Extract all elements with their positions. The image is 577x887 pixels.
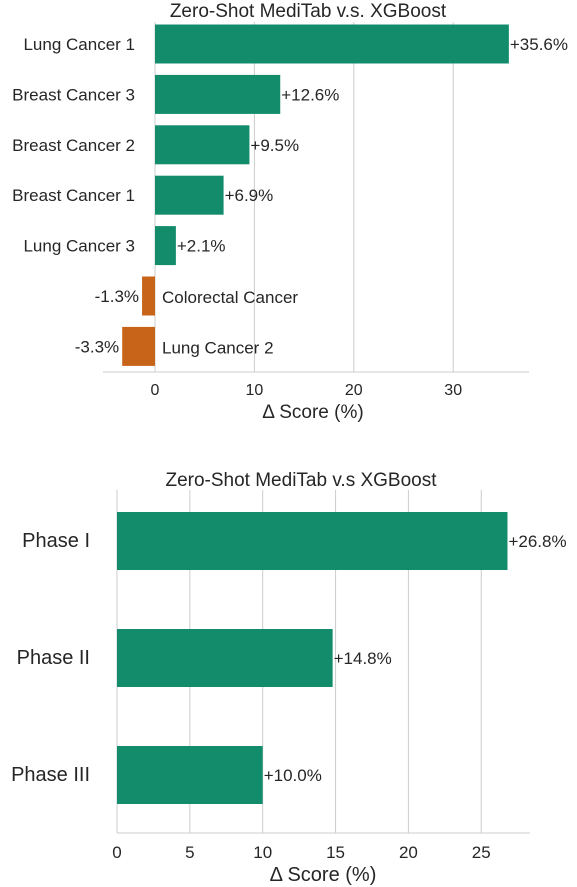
- x-tick-label: 10: [253, 843, 272, 862]
- data-label: +12.6%: [281, 85, 339, 104]
- bar: [155, 74, 281, 114]
- chart-2-title: Zero-Shot MediTab v.s XGBoost: [165, 470, 437, 491]
- chart-1-data-labels: +35.6% +12.6% +9.5% +6.9% +2.1% -1.3% -3.3%: [75, 35, 568, 356]
- x-tick-label: 0: [151, 382, 160, 399]
- x-tick-label: 20: [345, 382, 363, 399]
- bar: [117, 512, 508, 570]
- data-label: +26.8%: [508, 532, 566, 551]
- data-label: -3.3%: [75, 337, 119, 356]
- category-label: Phase I: [22, 530, 90, 552]
- data-label: +6.9%: [225, 186, 274, 205]
- bar: [155, 24, 509, 64]
- x-tick-label: 15: [326, 843, 345, 862]
- chart-2-bars: [117, 512, 508, 804]
- category-label: Lung Cancer 2: [162, 338, 274, 357]
- chart-1-category-labels: Lung Cancer 1 Breast Cancer 3 Breast Cance…: [12, 35, 298, 357]
- chart-2-x-axis-label: Δ Score (%): [270, 864, 377, 886]
- chart-2: Zero-Shot MediTab v.s XGBoost 0 5 10 15 20 25…: [11, 470, 567, 886]
- chart-1: Zero-Shot MediTab v.s. XGBoost 0 10 20 30 Δ…: [12, 1, 568, 423]
- data-label: -1.3%: [95, 287, 139, 306]
- category-label: Breast Cancer 2: [12, 136, 135, 155]
- bar: [155, 125, 250, 165]
- category-label: Colorectal Cancer: [162, 288, 298, 307]
- chart-1-title: Zero-Shot MediTab v.s. XGBoost: [170, 1, 447, 22]
- bar: [122, 326, 155, 366]
- chart-1-x-axis-label: Δ Score (%): [262, 402, 363, 423]
- category-label: Phase II: [17, 647, 90, 669]
- x-tick-label: 0: [112, 843, 121, 862]
- bar: [117, 746, 263, 804]
- x-tick-label: 5: [185, 843, 194, 862]
- bar: [117, 629, 333, 687]
- chart-1-bars: [122, 24, 509, 366]
- category-label: Lung Cancer 3: [23, 237, 135, 256]
- chart-2-data-labels: +26.8% +14.8% +10.0%: [264, 532, 567, 785]
- x-tick-label: 25: [472, 843, 491, 862]
- category-label: Phase III: [11, 764, 90, 786]
- bar: [142, 276, 155, 316]
- bar: [155, 175, 224, 215]
- chart-2-category-labels: Phase I Phase II Phase III: [11, 530, 90, 786]
- x-tick-label: 10: [246, 382, 264, 399]
- data-label: +10.0%: [264, 766, 322, 785]
- data-label: +35.6%: [510, 35, 568, 54]
- chart-1-x-ticks: 0 10 20 30: [151, 382, 463, 399]
- chart-2-x-ticks: 0 5 10 15 20 25: [112, 843, 490, 862]
- data-label: +2.1%: [177, 237, 226, 256]
- category-label: Breast Cancer 1: [12, 186, 135, 205]
- category-label: Breast Cancer 3: [12, 85, 135, 104]
- data-label: +9.5%: [250, 136, 299, 155]
- bar: [155, 226, 176, 266]
- x-tick-label: 20: [399, 843, 418, 862]
- data-label: +14.8%: [334, 649, 392, 668]
- x-tick-label: 30: [444, 382, 462, 399]
- category-label: Lung Cancer 1: [23, 35, 135, 54]
